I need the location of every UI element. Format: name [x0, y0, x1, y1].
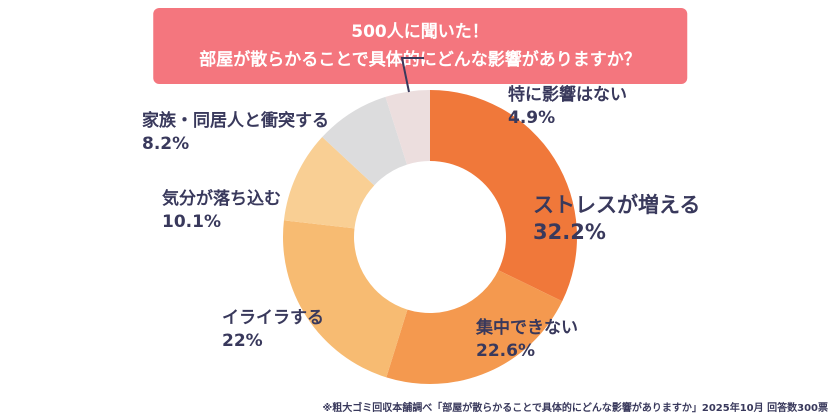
label-none-pct: 4.9% — [508, 107, 556, 128]
label-stress: ストレスが増える 32.2% — [533, 192, 700, 247]
donut-segment-4 — [322, 96, 407, 186]
title-line2: 部屋が散らかることで具体的にどんな影響がありますか？ — [199, 50, 641, 71]
label-concentrate-name: 集中できない — [476, 318, 578, 338]
label-family-pct: 8.2% — [142, 133, 190, 154]
label-none-name: 特に影響はない — [508, 85, 627, 105]
label-depressed-pct: 10.1% — [162, 211, 221, 232]
title-line1: 500人に聞いた！ — [351, 22, 489, 42]
label-stress-pct: 32.2% — [533, 220, 606, 245]
donut-segment-3 — [283, 137, 375, 229]
title-banner: 500人に聞いた！ 部屋が散らかることで具体的にどんな影響がありますか？ — [153, 8, 687, 85]
donut-segment-2 — [283, 220, 408, 378]
label-irritated-pct: 22% — [222, 330, 263, 351]
donut-chart — [283, 89, 577, 385]
label-irritated-name: イライラする — [222, 308, 324, 328]
label-none: 特に影響はない 4.9% — [508, 84, 627, 130]
donut-segment-5 — [385, 89, 430, 165]
label-concentrate: 集中できない 22.6% — [476, 317, 578, 363]
label-irritated: イライラする 22% — [222, 307, 324, 353]
callout-line-none — [400, 57, 424, 93]
label-family-name: 家族・同居人と衝突する — [142, 111, 329, 131]
donut-segment-0 — [430, 90, 577, 302]
label-depressed-name: 気分が落ち込む — [162, 189, 281, 209]
donut-segment-1 — [386, 270, 563, 385]
label-concentrate-pct: 22.6% — [476, 340, 535, 361]
source-note: ※粗大ゴミ回収本舗調べ「部屋が散らかることで具体的にどんな影響がありますか」20… — [322, 403, 828, 414]
label-depressed: 気分が落ち込む 10.1% — [162, 188, 281, 234]
label-stress-name: ストレスが増える — [533, 193, 701, 217]
label-family: 家族・同居人と衝突する 8.2% — [142, 110, 329, 156]
